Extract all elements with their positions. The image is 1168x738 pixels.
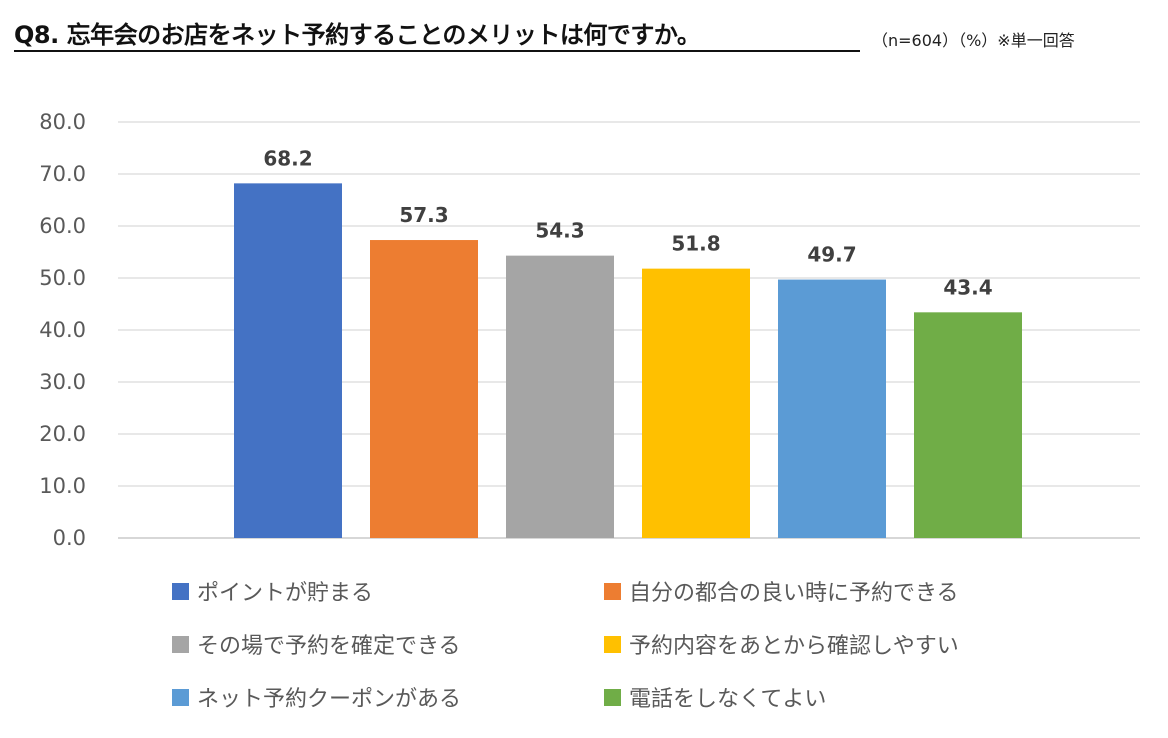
y-tick-label: 10.0 xyxy=(39,474,86,498)
legend-swatch xyxy=(604,688,621,706)
bar xyxy=(914,312,1022,538)
data-label: 49.7 xyxy=(807,243,856,267)
bar xyxy=(234,183,342,539)
data-label: 68.2 xyxy=(263,146,312,170)
chart-title-container: Q8. 忘年会のお店をネット予約することのメリットは何ですか。 xyxy=(14,20,860,52)
legend-swatch xyxy=(172,582,189,600)
y-tick-label: 50.0 xyxy=(39,266,86,290)
legend-item: 予約内容をあとから確認しやすい xyxy=(604,628,959,660)
y-tick-label: 80.0 xyxy=(39,110,86,134)
bar xyxy=(370,240,478,539)
bar xyxy=(642,268,750,538)
data-label: 57.3 xyxy=(399,203,448,227)
legend-label: ネット予約クーポンがある xyxy=(197,687,462,712)
legend-label: 予約内容をあとから確認しやすい xyxy=(629,634,959,659)
legend-label: その場で予約を確定できる xyxy=(197,634,461,659)
y-tick-label: 40.0 xyxy=(39,318,86,342)
legend-swatch xyxy=(172,688,189,706)
y-tick-label: 30.0 xyxy=(39,370,86,394)
chart-title: Q8. 忘年会のお店をネット予約することのメリットは何ですか。 xyxy=(14,21,701,49)
data-label: 54.3 xyxy=(535,219,584,243)
legend-swatch xyxy=(604,582,621,600)
legend-item: 自分の都合の良い時に予約できる xyxy=(604,575,959,607)
y-tick-label: 60.0 xyxy=(39,214,86,238)
legend-item: その場で予約を確定できる xyxy=(172,628,461,660)
bar xyxy=(506,255,614,538)
legend-label: ポイントが貯まる xyxy=(197,581,374,606)
y-tick-label: 70.0 xyxy=(39,162,86,186)
y-tick-label: 0.0 xyxy=(53,526,86,550)
y-tick-label: 20.0 xyxy=(39,422,86,446)
legend-item: ポイントが貯まる xyxy=(172,575,373,607)
sample-note: （n=604）（%）※単一回答 xyxy=(872,31,1075,50)
legend-item: 電話をしなくてよい xyxy=(604,681,826,713)
legend-swatch xyxy=(172,635,189,653)
legend-swatch xyxy=(604,635,621,653)
legend-item: ネット予約クーポンがある xyxy=(172,681,461,713)
legend-label: 電話をしなくてよい xyxy=(629,687,827,712)
bar xyxy=(778,279,886,538)
data-label: 51.8 xyxy=(671,232,720,256)
data-label: 43.4 xyxy=(943,275,992,299)
legend-label: 自分の都合の良い時に予約できる xyxy=(629,581,959,606)
